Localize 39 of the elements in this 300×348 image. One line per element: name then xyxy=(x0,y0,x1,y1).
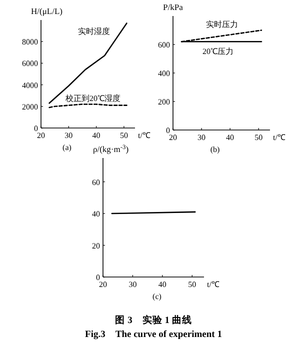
x-tick-label: 30 xyxy=(198,133,206,142)
series-label: 20℃压力 xyxy=(202,47,234,56)
caption: 图 3 实验 1 曲线 xyxy=(115,314,192,326)
y-tick-label: 60 xyxy=(92,178,100,187)
y-tick-label: 0 xyxy=(96,273,100,282)
y-tick-label: 4000 xyxy=(22,80,38,90)
x-tick-label: 20 xyxy=(99,280,107,289)
x-tick-label: 20 xyxy=(169,133,177,142)
text: (b) xyxy=(210,145,220,154)
y-tick-label: 0 xyxy=(166,126,170,135)
y-tick-label: 200 xyxy=(158,98,170,106)
y-tick-label: 600 xyxy=(158,40,170,50)
y-tick-label: 20 xyxy=(92,241,100,250)
x-tick-label: 20 xyxy=(37,131,45,140)
text: (a) xyxy=(62,143,72,152)
y-axis-title: H/(μL/L) xyxy=(31,6,63,16)
x-tick-label: 40 xyxy=(226,133,234,142)
y-tick-label: 400 xyxy=(158,69,170,78)
y-tick-label: 0 xyxy=(34,124,38,133)
x-tick-label: 50 xyxy=(120,131,128,140)
y-tick-label: 40 xyxy=(92,210,100,219)
text: (c) xyxy=(152,292,162,301)
x-axis-title: t/℃ xyxy=(207,280,220,289)
x-tick-label: 50 xyxy=(254,133,263,142)
x-axis-title: t/℃ xyxy=(273,133,286,142)
y-axis-title: ρ/(kg·m$^{-3}$) xyxy=(93,144,129,154)
series-label: 校正到20℃湿度 xyxy=(64,94,120,103)
x-tick-label: 50 xyxy=(188,280,196,289)
x-axis-title: t/℃ xyxy=(138,131,150,140)
x-tick-label: 30 xyxy=(128,280,137,289)
y-tick-label: 8000 xyxy=(22,38,38,47)
x-tick-label: 30 xyxy=(64,131,73,140)
series-label: 实时压力 xyxy=(206,20,238,29)
series-label: 实时湿度 xyxy=(78,27,110,36)
y-axis-title: P/kPa xyxy=(163,2,184,12)
line-series xyxy=(48,22,128,104)
y-tick-label: 6000 xyxy=(22,59,38,68)
caption: Fig.3 The curve of experiment 1 xyxy=(85,330,222,340)
y-tick-label: 2000 xyxy=(22,102,38,112)
